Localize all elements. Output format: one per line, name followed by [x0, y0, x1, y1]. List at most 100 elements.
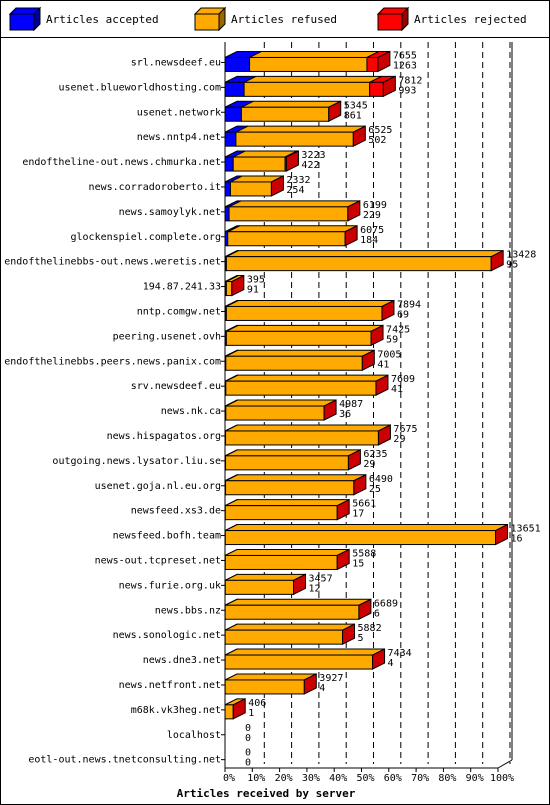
bar-refused — [228, 206, 349, 222]
x-axis-depth-line — [497, 759, 513, 769]
bar-refused — [225, 330, 372, 346]
total-value-label: 7812 — [398, 75, 422, 86]
legend-label-refused: Articles refused — [231, 13, 337, 26]
bar-end-cap — [382, 75, 396, 98]
bar-end-cap — [370, 324, 384, 347]
server-label: eotl-out.news.tnetconsulting.net — [28, 755, 221, 766]
bar-end-cap — [375, 374, 389, 396]
bar-refused-top — [224, 598, 372, 606]
accepted-value-label: 0 — [245, 758, 251, 769]
total-value-label: 406 — [248, 698, 266, 709]
bar-accepted — [224, 81, 245, 97]
bar-refused-top — [225, 449, 361, 457]
bar-refused — [224, 530, 497, 546]
total-value-label: 7434 — [388, 648, 412, 659]
bar-end-cap — [353, 473, 367, 496]
x-tick-label: 10% — [247, 773, 265, 784]
bar-accepted — [224, 181, 231, 197]
bar-refused — [235, 131, 354, 147]
x-tick-label: 100% — [490, 773, 514, 784]
accepted-value-label: 69 — [397, 309, 409, 320]
bar-refused — [232, 156, 286, 172]
accepted-value-label: 29 — [363, 459, 375, 470]
x-tick-label: 20% — [275, 773, 293, 784]
legend-label-rejected: Articles rejected — [414, 13, 527, 26]
accepted-value-label: 1263 — [393, 60, 417, 71]
total-value-label: 6525 — [368, 125, 392, 136]
server-label: news.sonologic.net — [113, 630, 221, 641]
server-label: newsfeed.xs3.de — [131, 506, 221, 517]
accepted-value-label: 0 — [245, 733, 251, 744]
bar-accepted — [224, 206, 230, 222]
total-value-label: 3927 — [319, 673, 343, 684]
bar-end-cap — [372, 648, 386, 670]
total-value-label: 0 — [245, 723, 251, 734]
total-value-label: 7655 — [393, 50, 417, 61]
accepted-value-label: 91 — [247, 285, 259, 296]
total-value-label: 13428 — [506, 250, 536, 261]
bar-refused-top — [225, 424, 391, 432]
bar-refused-top — [225, 524, 508, 532]
legend-swatch-side — [33, 6, 41, 32]
accepted-value-label: 229 — [363, 210, 381, 221]
bar-refused — [225, 305, 383, 321]
server-label: m68k.vk3heg.net — [131, 705, 221, 716]
accepted-value-label: 4 — [319, 683, 325, 694]
server-label: endofthelinebbs-out.news.weretis.net — [4, 257, 221, 268]
bar-refused-top — [224, 623, 355, 631]
legend: Articles accepted Articles refused Article… — [0, 6, 550, 38]
bar-refused-top — [226, 299, 395, 307]
accepted-value-label: 41 — [377, 359, 389, 370]
bar-refused-top — [225, 474, 367, 482]
bar-end-cap — [336, 548, 350, 571]
total-value-label: 5588 — [352, 548, 376, 559]
server-label: news.bbs.nz — [155, 605, 221, 616]
server-label: usenet.network — [137, 107, 221, 118]
accepted-value-label: 29 — [393, 434, 405, 445]
bar-refused-top — [225, 349, 375, 357]
total-value-label: 7609 — [391, 374, 415, 385]
total-value-label: 2332 — [286, 175, 310, 186]
bar-end-cap — [232, 698, 246, 720]
bar-accepted — [224, 56, 251, 72]
bar-refused — [225, 430, 379, 446]
accepted-value-label: 502 — [368, 135, 386, 146]
total-value-label: 395 — [247, 275, 265, 286]
server-label: news.furie.org.uk — [119, 580, 221, 591]
total-value-label: 6235 — [363, 449, 387, 460]
accepted-value-label: 25 — [369, 484, 381, 495]
bar-refused — [240, 106, 330, 122]
accepted-value-label: 59 — [386, 334, 398, 345]
legend-swatch-side — [218, 6, 226, 32]
bar-refused — [224, 704, 234, 720]
bar-end-cap — [377, 424, 391, 446]
total-value-label: 5661 — [352, 499, 376, 510]
accepted-value-label: 41 — [391, 384, 403, 395]
bar-refused — [224, 654, 374, 670]
total-value-label: 6689 — [374, 598, 398, 609]
server-label: outgoing.news.lysator.liu.se — [52, 456, 221, 467]
bar-refused-top — [227, 225, 358, 233]
server-label: news.hispagatos.org — [107, 431, 221, 442]
server-label: news.corradoroberto.it — [89, 182, 221, 193]
bar-refused-top — [225, 548, 350, 556]
server-label: localhost — [167, 730, 221, 741]
bar-refused-top — [243, 75, 382, 83]
bar-refused — [224, 505, 338, 521]
server-label: srv.newsdeef.eu — [131, 381, 221, 392]
total-value-label: 7675 — [393, 424, 417, 435]
server-label: usenet.blueworldhosting.com — [58, 82, 221, 93]
bar-accepted — [224, 106, 242, 122]
accepted-value-label: 184 — [360, 235, 378, 246]
bar-rejected — [366, 56, 379, 72]
accepted-value-label: 4 — [388, 658, 394, 669]
legend-swatch-side — [401, 6, 409, 32]
x-tick-label: 90% — [466, 773, 484, 784]
axes: 0% 10% 20% 30% 40% 50% 60% 70% 80% 90% 100% — [221, 42, 514, 784]
bar-refused — [224, 629, 344, 645]
accepted-value-label: 36 — [339, 409, 351, 420]
server-label: newsfeed.bofh.team — [113, 531, 221, 542]
x-tick-label: 70% — [411, 773, 429, 784]
